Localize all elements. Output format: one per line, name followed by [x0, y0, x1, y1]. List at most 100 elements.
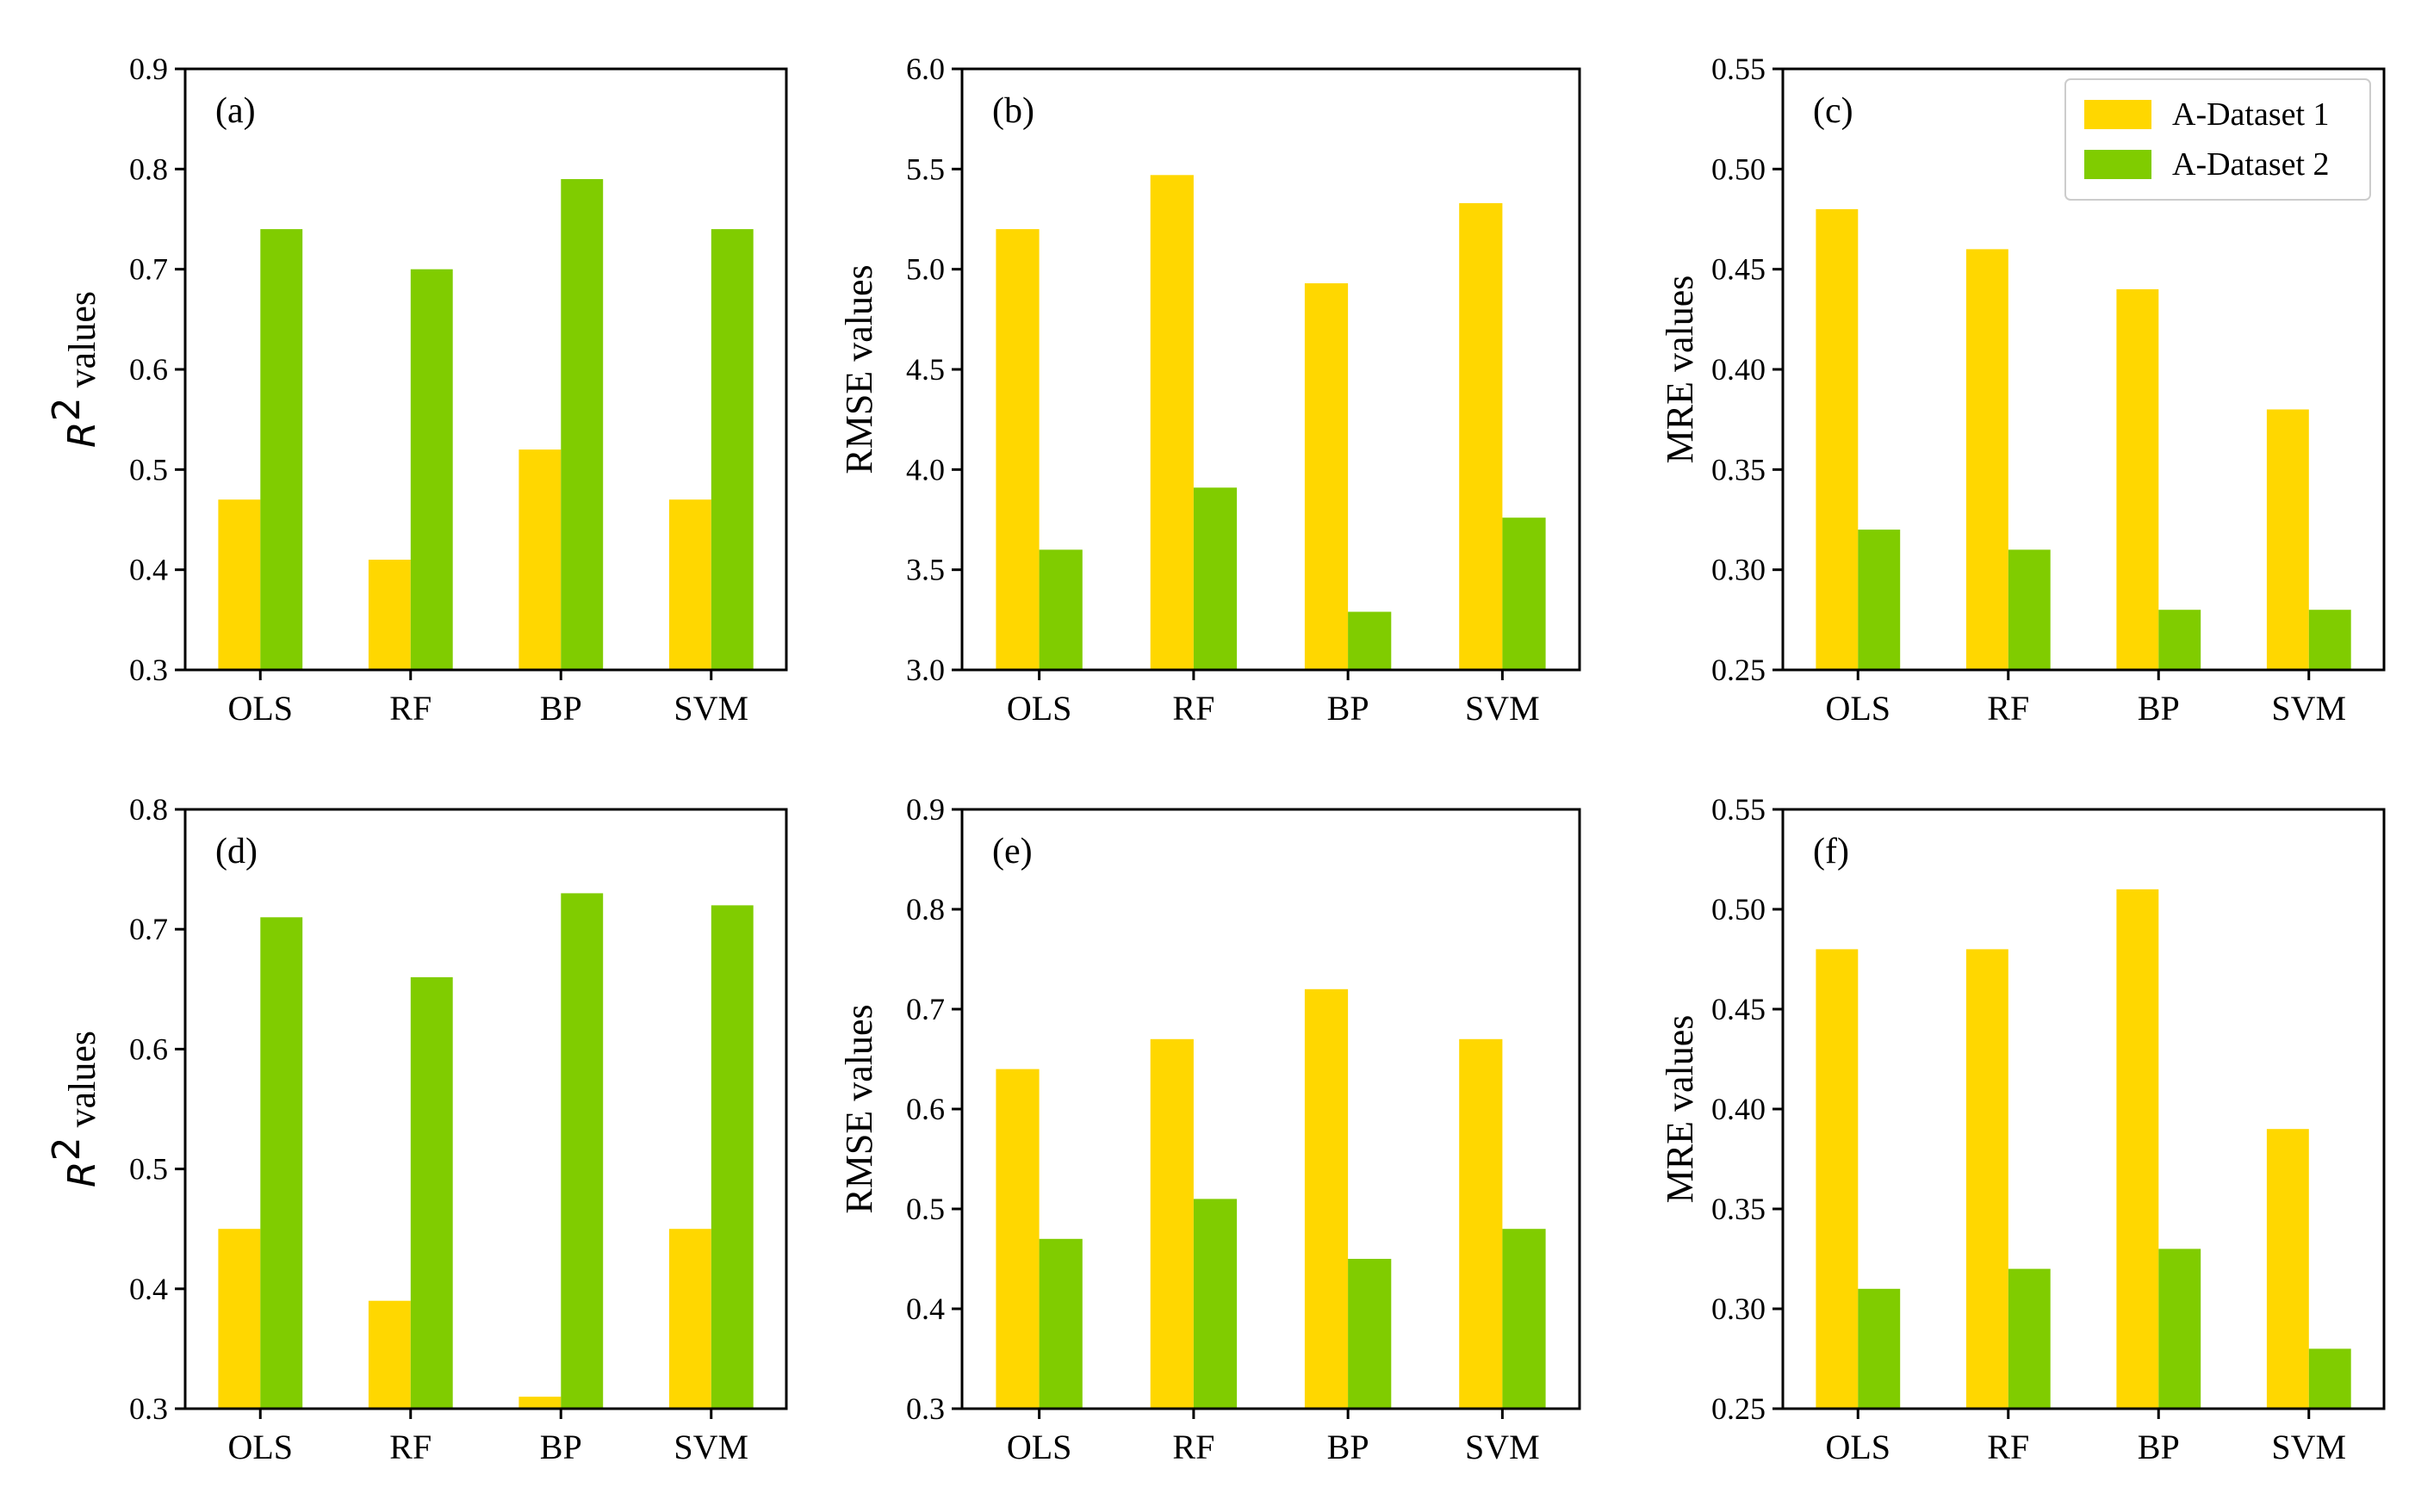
x-tick-label: SVM [674, 1428, 748, 1466]
y-axis-label: RMSE values [838, 1004, 880, 1213]
y-tick-label: 0.7 [906, 992, 945, 1026]
panel-label: (a) [215, 91, 256, 131]
bar-d-ols-series1 [218, 1229, 261, 1409]
y-tick-label: 0.25 [1711, 653, 1766, 687]
y-tick-label: 0.8 [129, 792, 168, 827]
y-tick-label: 0.7 [129, 252, 168, 287]
bar-c-ols-series2 [1858, 530, 1901, 670]
x-tick-label: RF [389, 1428, 431, 1466]
y-tick-label: 0.4 [129, 1272, 168, 1306]
y-tick-label: 0.5 [906, 1192, 945, 1226]
bar-e-svm-series1 [1459, 1038, 1503, 1409]
bar-a-bp-series2 [561, 179, 604, 670]
y-axis-label: R2 values [45, 291, 104, 448]
x-tick-label: RF [1172, 1428, 1214, 1466]
y-label-sup: 2 [45, 1137, 89, 1161]
y-tick-label: 0.6 [906, 1092, 945, 1126]
y-tick-label: 0.55 [1711, 792, 1766, 827]
y-label-base: R [60, 1161, 104, 1187]
y-tick-label: 0.25 [1711, 1391, 1766, 1426]
bar-d-rf-series2 [410, 976, 453, 1409]
y-tick-label: 0.50 [1711, 152, 1766, 186]
y-tick-label: 0.3 [129, 653, 168, 687]
bar-c-ols-series1 [1816, 208, 1859, 670]
y-tick-label: 0.30 [1711, 553, 1766, 587]
x-tick-label: OLS [227, 1428, 293, 1466]
y-tick-label: 0.35 [1711, 452, 1766, 486]
bar-e-bp-series2 [1348, 1259, 1392, 1409]
y-tick-label: 4.5 [906, 352, 945, 387]
bar-b-rf-series2 [1193, 487, 1238, 670]
legend-label: A-Dataset 2 [2172, 146, 2330, 183]
x-tick-label: OLS [1825, 689, 1890, 728]
axes-frame [183, 808, 788, 1410]
y-tick-label: 0.8 [129, 152, 168, 186]
y-tick-label: 5.5 [906, 152, 945, 186]
bar-a-rf-series2 [410, 269, 453, 670]
bar-d-svm-series1 [668, 1229, 711, 1409]
y-axis-label: RMSE values [838, 264, 880, 474]
y-tick-label: 0.4 [906, 1292, 945, 1326]
legend-swatch [2084, 100, 2151, 129]
x-tick-label: BP [1327, 689, 1369, 728]
y-tick-label: 0.55 [1711, 52, 1766, 86]
y-tick-label: 6.0 [906, 52, 945, 86]
y-tick-label: 0.5 [129, 452, 168, 486]
x-tick-label: BP [2138, 689, 2180, 728]
bar-e-rf-series2 [1193, 1199, 1238, 1409]
y-tick-label: 0.3 [129, 1391, 168, 1426]
legend-label: A-Dataset 1 [2172, 96, 2330, 133]
bar-f-ols-series2 [1858, 1288, 1901, 1409]
bar-b-rf-series1 [1150, 175, 1194, 671]
bar-d-bp-series2 [561, 893, 604, 1409]
bar-f-svm-series1 [2266, 1129, 2309, 1409]
x-tick-label: BP [1327, 1428, 1369, 1466]
y-tick-label: 0.40 [1711, 352, 1766, 387]
bar-b-svm-series2 [1502, 517, 1546, 670]
y-tick-label: 0.9 [129, 52, 168, 86]
bar-b-ols-series1 [996, 229, 1040, 670]
panel-label: (e) [992, 832, 1033, 871]
bar-e-rf-series1 [1150, 1038, 1194, 1409]
x-tick-label: SVM [1465, 1428, 1540, 1466]
bar-b-bp-series2 [1348, 611, 1392, 670]
x-tick-label: OLS [1825, 1428, 1890, 1466]
y-tick-label: 0.50 [1711, 892, 1766, 926]
y-tick-label: 0.6 [129, 1032, 168, 1066]
panel-label: (b) [992, 91, 1034, 131]
y-tick-label: 0.40 [1711, 1092, 1766, 1126]
bar-c-bp-series2 [2158, 610, 2201, 670]
panel-a: 0.3 0.4 0.5 0.6 0.7 0.8 0.9 OLS RF BP SVM (a) R2 val… [45, 52, 788, 728]
y-label-suffix: values [61, 291, 103, 397]
panel-label: (c) [1813, 91, 1853, 131]
bar-b-bp-series1 [1304, 283, 1349, 670]
x-tick-label: RF [389, 689, 431, 728]
bar-a-svm-series2 [711, 229, 754, 670]
y-tick-label: 3.5 [906, 553, 945, 587]
bar-a-rf-series1 [368, 560, 411, 670]
bar-e-ols-series2 [1039, 1238, 1083, 1409]
panel-label: (f) [1813, 832, 1849, 871]
bar-c-svm-series1 [2266, 409, 2309, 670]
x-tick-label: SVM [674, 689, 748, 728]
bar-a-ols-series2 [260, 229, 303, 670]
bar-b-ols-series2 [1039, 549, 1083, 670]
bar-f-svm-series2 [2308, 1348, 2351, 1409]
bar-f-rf-series2 [2008, 1268, 2051, 1409]
y-tick-label: 0.4 [129, 553, 168, 587]
bar-f-bp-series1 [2116, 889, 2159, 1409]
y-tick-label: 0.9 [906, 792, 945, 827]
panel-label: (d) [215, 832, 258, 871]
x-tick-label: OLS [1007, 689, 1072, 728]
x-tick-label: BP [540, 1428, 582, 1466]
bar-d-ols-series2 [260, 917, 303, 1409]
bar-c-rf-series1 [1965, 249, 2008, 670]
y-label-suffix: values [61, 1031, 103, 1137]
bar-a-svm-series1 [668, 499, 711, 670]
panel-c: 0.25 0.30 0.35 0.40 0.45 0.50 0.55 OLS RF BP SVM (c… [1659, 52, 2386, 728]
y-tick-label: 4.0 [906, 452, 945, 486]
bar-a-bp-series1 [518, 449, 562, 670]
y-tick-label: 0.30 [1711, 1292, 1766, 1326]
y-tick-label: 0.8 [906, 892, 945, 926]
bar-c-bp-series1 [2116, 288, 2159, 670]
